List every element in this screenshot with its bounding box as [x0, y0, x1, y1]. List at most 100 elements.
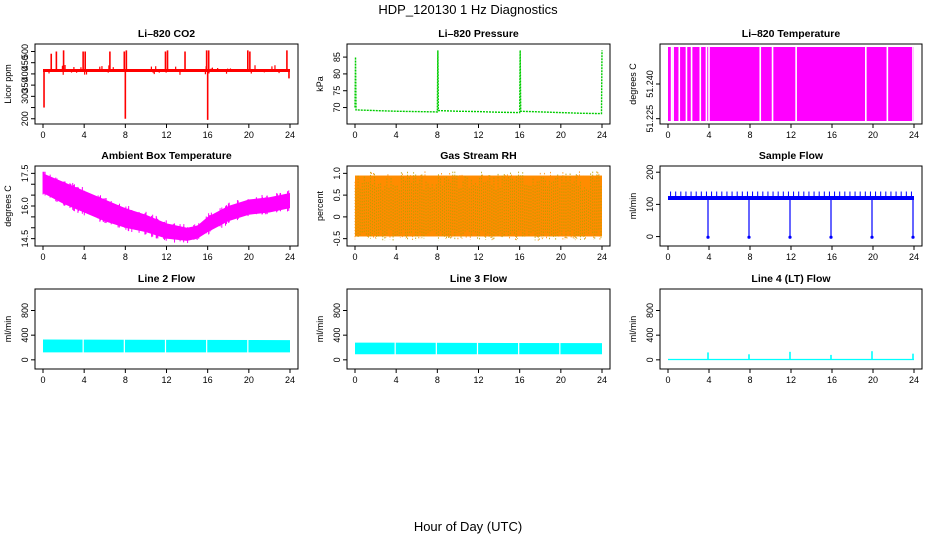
- panel-title: Line 2 Flow: [138, 273, 196, 285]
- x-tick-label: 12: [786, 130, 796, 140]
- y-tick-label: 51.225: [645, 105, 655, 133]
- y-tick-label: 200: [645, 165, 655, 180]
- x-tick-label: 16: [203, 252, 213, 262]
- x-tick-label: 4: [394, 130, 399, 140]
- x-tick-label: 0: [665, 375, 670, 385]
- y-tick-label: 500: [20, 44, 30, 59]
- y-tick-label: 17.5: [20, 165, 30, 183]
- y-tick-label: 0.5: [332, 189, 342, 202]
- plot-frame: [659, 165, 923, 247]
- y-tick-label: 400: [332, 328, 342, 343]
- x-tick-label: 24: [597, 375, 607, 385]
- x-tick-label: 0: [352, 375, 357, 385]
- panel-title: Line 3 Flow: [450, 273, 508, 285]
- panel-title: Ambient Box Temperature: [101, 150, 232, 162]
- chart-panel-4: Ambient Box Temperature degrees C 0 4 8 12 16 2…: [3, 150, 299, 262]
- x-tick-label: 12: [473, 375, 483, 385]
- panel-title: Line 4 (LT) Flow: [751, 273, 831, 285]
- y-tick-label: 1.0: [332, 167, 342, 180]
- x-tick-label: 20: [868, 375, 878, 385]
- x-tick-label: 20: [556, 130, 566, 140]
- chart-panel-3: Li–820 Temperature degrees C 0 4 8 12 16 20 24 51…: [628, 28, 923, 140]
- chart-panel-7: Line 2 Flow ml/min 0 4 8 12 16 20 24 0 400 800: [3, 273, 299, 385]
- x-tick-label: 4: [82, 252, 87, 262]
- x-tick-label: 8: [123, 375, 128, 385]
- x-tick-label: 20: [868, 130, 878, 140]
- x-tick-label: 24: [909, 252, 919, 262]
- x-tick-label: 16: [827, 375, 837, 385]
- x-tick-label: 0: [40, 252, 45, 262]
- x-tick-label: 0: [40, 130, 45, 140]
- y-tick-label: 85: [332, 52, 342, 62]
- x-tick-label: 8: [123, 130, 128, 140]
- x-tick-label: 12: [473, 130, 483, 140]
- y-tick-label: 0: [332, 357, 342, 362]
- plot-frame: [346, 288, 611, 370]
- x-tick-label: 16: [827, 252, 837, 262]
- sample-flow-dip-point: [829, 235, 833, 239]
- panel-title: Sample Flow: [759, 150, 824, 162]
- x-tick-label: 4: [82, 130, 87, 140]
- sample-flow-dip-point: [788, 235, 792, 239]
- x-tick-label: 8: [747, 130, 752, 140]
- y-tick-label: -0.5: [332, 231, 342, 247]
- x-tick-label: 16: [515, 252, 525, 262]
- y-axis-label: ml/min: [628, 193, 638, 220]
- plot-frame: [34, 288, 299, 370]
- y-axis-label: Licor ppm: [3, 64, 13, 104]
- y-tick-label: 350: [20, 78, 30, 93]
- x-tick-label: 4: [394, 252, 399, 262]
- x-tick-label: 16: [203, 130, 213, 140]
- panel-title: Li–820 Pressure: [438, 28, 519, 40]
- y-axis-label: ml/min: [315, 316, 325, 343]
- x-tick-label: 4: [82, 375, 87, 385]
- panel-title: Gas Stream RH: [440, 150, 516, 162]
- x-tick-label: 20: [244, 252, 254, 262]
- x-tick-label: 16: [827, 130, 837, 140]
- y-axis-label: ml/min: [3, 316, 13, 343]
- x-tick-label: 24: [285, 130, 295, 140]
- y-tick-label: 80: [332, 69, 342, 79]
- y-axis-label: ml/min: [628, 316, 638, 343]
- y-tick-label: 0: [645, 357, 655, 362]
- x-tick-label: 4: [706, 375, 711, 385]
- x-tick-label: 8: [435, 252, 440, 262]
- x-tick-label: 24: [285, 252, 295, 262]
- x-tick-label: 0: [352, 252, 357, 262]
- chart-panel-2: Li–820 Pressure kPa 0 4 8 12 16 20 24 70 75 80 85: [315, 28, 611, 140]
- y-tick-label: 800: [332, 303, 342, 318]
- x-tick-label: 4: [394, 375, 399, 385]
- chart-panel-9: Line 4 (LT) Flow ml/min 0 4 8 12 16 20 24 0 400 800: [628, 273, 923, 385]
- x-tick-label: 0: [352, 130, 357, 140]
- chart-panel-5: Gas Stream RH percent 0 4 8 12 16 20 24 -0.5 0 0.5 1…: [315, 150, 611, 262]
- y-tick-label: 70: [332, 103, 342, 113]
- y-tick-label: 0: [645, 234, 655, 239]
- y-axis-label: kPa: [315, 76, 325, 92]
- x-tick-label: 16: [203, 375, 213, 385]
- x-tick-label: 12: [786, 252, 796, 262]
- x-tick-label: 12: [786, 375, 796, 385]
- flow-band: [43, 339, 290, 353]
- x-tick-label: 20: [556, 252, 566, 262]
- x-tick-label: 20: [556, 375, 566, 385]
- x-tick-label: 8: [435, 130, 440, 140]
- y-tick-label: 800: [20, 303, 30, 318]
- y-tick-label: 800: [645, 303, 655, 318]
- x-tick-label: 24: [285, 375, 295, 385]
- y-tick-label: 100: [645, 197, 655, 212]
- y-tick-label: 51.240: [645, 70, 655, 98]
- x-tick-label: 20: [868, 252, 878, 262]
- x-tick-label: 24: [909, 130, 919, 140]
- figure-x-axis-label: Hour of Day (UTC): [414, 519, 522, 534]
- x-tick-label: 0: [665, 252, 670, 262]
- y-tick-label: 400: [20, 328, 30, 343]
- x-tick-label: 8: [123, 252, 128, 262]
- panel-title: Li–820 CO2: [138, 28, 195, 40]
- x-tick-label: 16: [515, 130, 525, 140]
- x-tick-label: 24: [909, 375, 919, 385]
- sample-flow-dip-point: [706, 235, 710, 239]
- pressure-line: [354, 50, 603, 115]
- sample-flow-dip-point: [911, 235, 915, 239]
- y-tick-label: 14.5: [20, 230, 30, 248]
